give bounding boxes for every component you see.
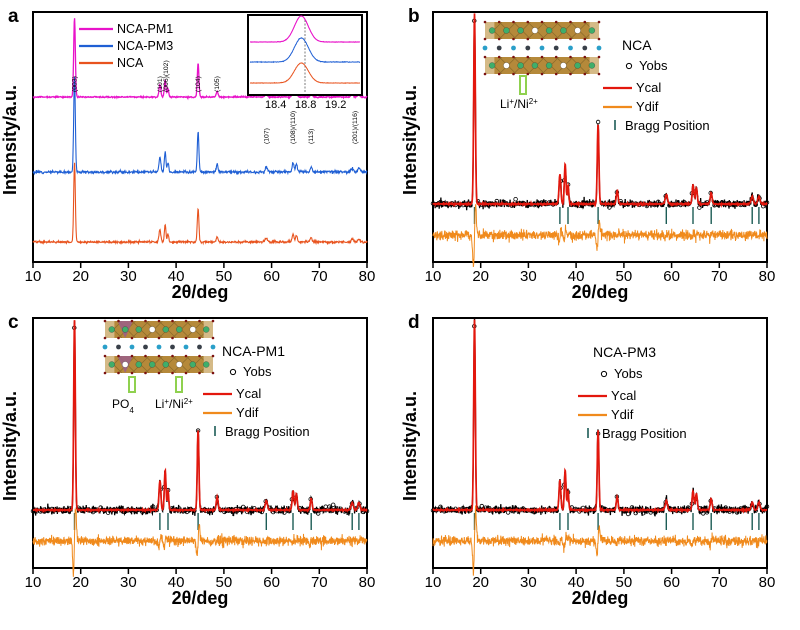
svg-text:2θ/deg: 2θ/deg bbox=[572, 282, 629, 302]
svg-text:20: 20 bbox=[472, 268, 489, 285]
svg-text:Ycal: Ycal bbox=[236, 386, 261, 401]
svg-text:NCA-PM1: NCA-PM1 bbox=[222, 343, 285, 359]
svg-text:18.8: 18.8 bbox=[295, 99, 316, 111]
svg-text:80: 80 bbox=[359, 574, 376, 591]
svg-text:30: 30 bbox=[520, 268, 537, 285]
svg-text:(104): (104) bbox=[195, 76, 202, 92]
svg-text:Ycal: Ycal bbox=[611, 388, 636, 403]
svg-text:70: 70 bbox=[311, 574, 328, 591]
svg-text:2θ/deg: 2θ/deg bbox=[172, 588, 229, 608]
svg-text:20: 20 bbox=[72, 574, 89, 591]
svg-text:NCA: NCA bbox=[117, 56, 144, 70]
svg-text:c: c bbox=[8, 312, 19, 333]
svg-text:19.2: 19.2 bbox=[325, 99, 346, 111]
svg-text:NCA-PM3: NCA-PM3 bbox=[117, 39, 173, 53]
svg-text:Intensity/a.u.: Intensity/a.u. bbox=[400, 391, 420, 501]
svg-text:80: 80 bbox=[759, 574, 776, 591]
svg-text:60: 60 bbox=[263, 268, 280, 285]
svg-text:a: a bbox=[8, 6, 19, 27]
svg-text:30: 30 bbox=[520, 574, 537, 591]
svg-text:10: 10 bbox=[425, 268, 442, 285]
svg-text:10: 10 bbox=[25, 574, 42, 591]
svg-text:60: 60 bbox=[263, 574, 280, 591]
svg-text:Bragg Position: Bragg Position bbox=[625, 118, 710, 133]
svg-text:70: 70 bbox=[711, 574, 728, 591]
svg-text:(105): (105) bbox=[214, 76, 221, 92]
svg-text:10: 10 bbox=[425, 574, 442, 591]
svg-text:80: 80 bbox=[759, 268, 776, 285]
svg-text:Yobs: Yobs bbox=[243, 364, 272, 379]
svg-text:(113): (113) bbox=[308, 129, 315, 144]
svg-text:NCA-PM3: NCA-PM3 bbox=[593, 344, 656, 360]
svg-text:18.4: 18.4 bbox=[265, 99, 286, 111]
svg-text:b: b bbox=[408, 6, 420, 27]
svg-text:NCA-PM1: NCA-PM1 bbox=[117, 22, 173, 36]
svg-text:d: d bbox=[408, 312, 420, 333]
svg-text:(108)/(110): (108)/(110) bbox=[290, 111, 297, 144]
svg-text:Intensity/a.u.: Intensity/a.u. bbox=[0, 391, 20, 501]
svg-text:70: 70 bbox=[311, 268, 328, 285]
svg-text:Ycal: Ycal bbox=[636, 80, 661, 95]
svg-text:Bragg Position: Bragg Position bbox=[225, 424, 310, 439]
svg-text:2θ/deg: 2θ/deg bbox=[172, 282, 229, 302]
svg-text:Yobs: Yobs bbox=[614, 366, 643, 381]
svg-text:Yobs: Yobs bbox=[639, 58, 668, 73]
svg-text:20: 20 bbox=[472, 574, 489, 591]
svg-text:10: 10 bbox=[25, 268, 42, 285]
svg-text:Ydif: Ydif bbox=[611, 407, 634, 422]
svg-text:60: 60 bbox=[663, 268, 680, 285]
svg-text:80: 80 bbox=[359, 268, 376, 285]
svg-text:NCA: NCA bbox=[622, 37, 652, 53]
svg-text:20: 20 bbox=[72, 268, 89, 285]
svg-text:(006)(102): (006)(102) bbox=[163, 60, 170, 92]
svg-text:(107): (107) bbox=[263, 128, 270, 144]
svg-text:Ydif: Ydif bbox=[236, 405, 259, 420]
svg-text:(201)/(116): (201)/(116) bbox=[352, 111, 359, 144]
svg-text:30: 30 bbox=[120, 268, 137, 285]
svg-text:Bragg Position: Bragg Position bbox=[602, 426, 687, 441]
svg-text:Intensity/a.u.: Intensity/a.u. bbox=[400, 85, 420, 195]
svg-text:Ydif: Ydif bbox=[636, 99, 659, 114]
svg-text:70: 70 bbox=[711, 268, 728, 285]
svg-text:Intensity/a.u.: Intensity/a.u. bbox=[0, 85, 20, 195]
svg-text:2θ/deg: 2θ/deg bbox=[572, 588, 629, 608]
svg-text:(003): (003) bbox=[72, 76, 79, 92]
svg-text:60: 60 bbox=[663, 574, 680, 591]
svg-text:30: 30 bbox=[120, 574, 137, 591]
